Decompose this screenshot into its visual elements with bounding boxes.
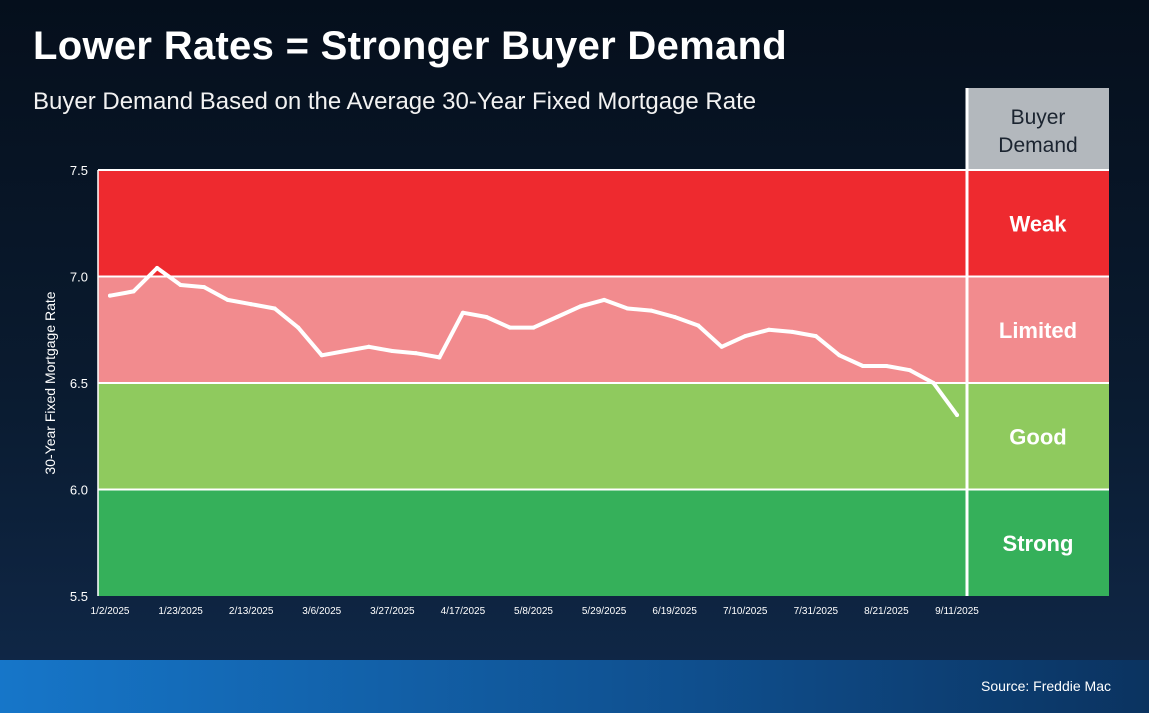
data-point — [343, 349, 348, 354]
band-good — [98, 383, 967, 490]
x-tick-label: 7/31/2025 — [794, 606, 839, 617]
page-subtitle: Buyer Demand Based on the Average 30-Yea… — [33, 88, 757, 115]
x-tick-label: 3/27/2025 — [370, 606, 415, 617]
data-point — [413, 351, 418, 356]
band-weak — [98, 170, 967, 277]
legend-header-line-1: Buyer — [1011, 106, 1066, 129]
data-point — [178, 283, 183, 288]
data-point — [131, 289, 136, 294]
legend-label-weak: Weak — [1009, 211, 1067, 236]
data-point — [249, 302, 254, 307]
legend-header-cell — [967, 88, 1109, 170]
data-point — [860, 363, 865, 368]
y-axis-label: 30-Year Fixed Mortgage Rate — [42, 291, 58, 475]
data-point — [696, 323, 701, 328]
source-label: Source: Freddie Mac — [981, 678, 1111, 694]
x-tick-label: 2/13/2025 — [229, 606, 274, 617]
data-point — [390, 349, 395, 354]
data-point — [484, 314, 489, 319]
y-tick-label: 5.5 — [70, 589, 88, 604]
data-point — [672, 314, 677, 319]
data-point — [766, 327, 771, 332]
data-point — [555, 314, 560, 319]
data-point — [437, 355, 442, 360]
data-point — [625, 306, 630, 311]
x-tick-label: 5/8/2025 — [514, 606, 553, 617]
data-point — [884, 363, 889, 368]
x-tick-label: 1/2/2025 — [91, 606, 130, 617]
data-point — [602, 297, 607, 302]
data-point — [366, 344, 371, 349]
y-tick-label: 7.0 — [70, 270, 88, 285]
data-point — [743, 334, 748, 339]
data-point — [296, 325, 301, 330]
data-point — [202, 285, 207, 290]
footer-bar — [0, 660, 1149, 713]
legend-label-good: Good — [1009, 424, 1066, 449]
x-tick-label: 1/23/2025 — [158, 606, 203, 617]
data-point — [507, 325, 512, 330]
legend-cell-good — [967, 383, 1109, 490]
mortgage-rate-chart: Weak Limited Good Strong Buyer Demand 5.5 6.0 6.… — [70, 88, 1109, 617]
data-point — [719, 344, 724, 349]
data-point — [813, 334, 818, 339]
x-tick-label: 5/29/2025 — [582, 606, 627, 617]
y-tick-label: 7.5 — [70, 163, 88, 178]
data-point — [837, 353, 842, 358]
data-point — [108, 293, 112, 298]
data-point — [319, 353, 324, 358]
band-strong — [98, 489, 967, 596]
data-point — [578, 304, 583, 309]
legend-cell-weak — [967, 170, 1109, 277]
legend-cell-limited — [967, 276, 1109, 383]
legend-header-line-2: Demand — [998, 134, 1077, 157]
x-tick-label: 9/11/2025 — [935, 606, 979, 617]
legend-cell-strong — [967, 489, 1109, 596]
data-point — [907, 368, 912, 373]
data-point — [531, 325, 536, 330]
data-point — [155, 265, 160, 270]
page-title: Lower Rates = Stronger Buyer Demand — [33, 24, 788, 68]
data-point — [225, 297, 230, 302]
data-point — [649, 308, 654, 313]
data-point — [790, 329, 795, 334]
y-tick-label: 6.5 — [70, 376, 88, 391]
x-tick-label: 6/19/2025 — [652, 606, 697, 617]
data-point — [931, 381, 936, 385]
x-tick-label: 3/6/2025 — [302, 606, 341, 617]
data-point — [460, 310, 465, 315]
x-tick-label: 8/21/2025 — [864, 606, 909, 617]
y-tick-label: 6.0 — [70, 483, 88, 498]
band-limited — [98, 276, 967, 383]
data-point — [955, 412, 959, 417]
data-point — [272, 306, 277, 311]
legend-label-limited: Limited — [999, 318, 1077, 343]
x-tick-label: 7/10/2025 — [723, 606, 768, 617]
legend-label-strong: Strong — [1003, 531, 1074, 556]
x-tick-label: 4/17/2025 — [441, 606, 486, 617]
